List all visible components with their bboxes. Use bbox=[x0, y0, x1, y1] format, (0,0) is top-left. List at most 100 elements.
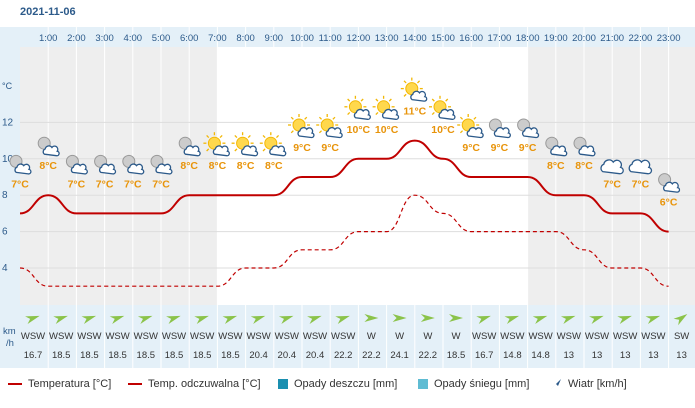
hour-label: 20:00 bbox=[572, 33, 596, 44]
wind-arrow-icon bbox=[673, 313, 688, 326]
wind-arrow-shape bbox=[645, 315, 661, 324]
sun-ray bbox=[290, 130, 294, 134]
sun-cloud-icon bbox=[203, 132, 230, 157]
cloud-shape bbox=[550, 145, 568, 157]
night-partly-cloudy-icon bbox=[573, 136, 596, 157]
hour-label: 9:00 bbox=[265, 33, 284, 44]
wind-speed: 20.4 bbox=[278, 350, 297, 361]
y-tick-label: 4 bbox=[2, 263, 8, 274]
wind-band bbox=[0, 305, 695, 368]
cloud-shape bbox=[325, 127, 343, 139]
wind-arrow-icon bbox=[504, 315, 520, 324]
hour-label: 10:00 bbox=[290, 33, 314, 44]
sun-ray bbox=[431, 98, 435, 102]
sun-ray bbox=[416, 80, 421, 84]
wind-arrow-shape bbox=[335, 315, 350, 324]
temp-data-label: 7°C bbox=[632, 178, 650, 190]
sun-ray bbox=[318, 130, 323, 134]
wind-arrow-icon bbox=[109, 315, 125, 324]
feels-like-line bbox=[19, 194, 669, 287]
wind-speed: 24.1 bbox=[390, 350, 409, 361]
wind-arrow-shape bbox=[504, 315, 520, 324]
wind-direction: WSW bbox=[472, 331, 496, 342]
sun-ray bbox=[318, 116, 323, 120]
sun-ray bbox=[347, 111, 351, 116]
temperature-line bbox=[19, 139, 669, 233]
wind-arrow-icon bbox=[476, 315, 491, 324]
wind-arrow-shape bbox=[166, 315, 181, 324]
hour-label: 2:00 bbox=[67, 33, 86, 44]
temp-data-label: 8°C bbox=[39, 160, 57, 172]
night-partly-cloudy-icon bbox=[545, 136, 568, 157]
temp-data-label: 7°C bbox=[152, 178, 170, 190]
sun-ray bbox=[459, 116, 464, 120]
forecast-date: 2021-11-06 bbox=[20, 6, 76, 18]
wind-direction: WSW bbox=[500, 331, 524, 342]
legend-snow-label: Opady śniegu [mm] bbox=[434, 378, 530, 390]
cloud-shape bbox=[70, 163, 88, 175]
wind-speed: 14.8 bbox=[503, 350, 522, 361]
night-partly-cloudy-icon bbox=[94, 154, 117, 175]
sun-ray bbox=[431, 111, 435, 116]
wind-arrow-icon bbox=[392, 314, 407, 322]
wind-arrow-shape bbox=[392, 314, 407, 322]
night-partly-cloudy-icon bbox=[658, 173, 681, 193]
temp-data-label: 9°C bbox=[519, 142, 537, 154]
temp-data-label: 7°C bbox=[11, 178, 29, 190]
wind-arrow-icon bbox=[307, 315, 322, 324]
sun-ray bbox=[473, 116, 477, 120]
temp-data-label: 8°C bbox=[237, 160, 255, 172]
sun-ray bbox=[234, 148, 238, 152]
wind-arrow-icon bbox=[137, 315, 153, 324]
wind-direction: W bbox=[395, 331, 404, 342]
cloud-icon bbox=[600, 159, 624, 175]
temp-data-label: 7°C bbox=[603, 178, 621, 190]
wind-arrow-icon bbox=[250, 315, 266, 324]
wind-direction: SW bbox=[674, 331, 689, 342]
wind-speed: 13 bbox=[676, 350, 687, 361]
cloud-shape bbox=[240, 145, 259, 157]
hour-label: 19:00 bbox=[544, 33, 568, 44]
night-partly-cloudy-icon bbox=[178, 136, 201, 157]
sun-ray bbox=[275, 134, 280, 139]
wind-speed: 20.4 bbox=[249, 350, 268, 361]
sun-ray bbox=[304, 116, 308, 120]
sun-cloud-icon bbox=[316, 114, 343, 139]
cloud-shape bbox=[127, 163, 145, 175]
wind-speed: 13 bbox=[648, 350, 659, 361]
wind-direction: WSW bbox=[275, 331, 299, 342]
hour-label: 16:00 bbox=[459, 33, 483, 44]
sun-ray bbox=[332, 116, 336, 120]
wind-speed: 16.7 bbox=[24, 350, 43, 361]
legend-snow: Opady śniegu [mm] bbox=[418, 378, 529, 390]
night-partly-cloudy-icon bbox=[9, 154, 32, 175]
wind-speed: 18.5 bbox=[165, 350, 184, 361]
wind-direction: WSW bbox=[246, 331, 270, 342]
wind-speed: 13 bbox=[620, 350, 631, 361]
cloud-shape bbox=[600, 159, 624, 175]
hour-label: 23:00 bbox=[657, 33, 681, 44]
wind-arrow-shape bbox=[560, 315, 576, 324]
wind-speed: 18.5 bbox=[80, 350, 99, 361]
hour-label: 12:00 bbox=[347, 33, 371, 44]
wind-arrow-shape bbox=[222, 315, 238, 324]
temp-data-label: 7°C bbox=[124, 178, 142, 190]
temp-data-label: 8°C bbox=[180, 160, 198, 172]
temp-data-label: 8°C bbox=[209, 160, 227, 172]
night-partly-cloudy-icon bbox=[488, 118, 511, 139]
snow-swatch bbox=[418, 379, 428, 389]
sun-cloud-icon bbox=[372, 95, 400, 120]
hour-label: 3:00 bbox=[95, 33, 114, 44]
sun-ray bbox=[262, 134, 266, 139]
wind-speed: 18.5 bbox=[52, 350, 71, 361]
sun-ray bbox=[234, 134, 238, 139]
wind-arrow-shape bbox=[278, 315, 294, 324]
hour-label: 7:00 bbox=[208, 33, 227, 44]
hour-label: 1:00 bbox=[39, 33, 58, 44]
sun-cloud-icon bbox=[288, 114, 315, 139]
y-tick-label: 12 bbox=[2, 117, 14, 128]
wind-direction: WSW bbox=[557, 331, 581, 342]
cloud-shape bbox=[493, 127, 511, 139]
cloud-shape bbox=[578, 145, 596, 157]
legend-rain-label: Opady deszczu [mm] bbox=[294, 378, 398, 390]
